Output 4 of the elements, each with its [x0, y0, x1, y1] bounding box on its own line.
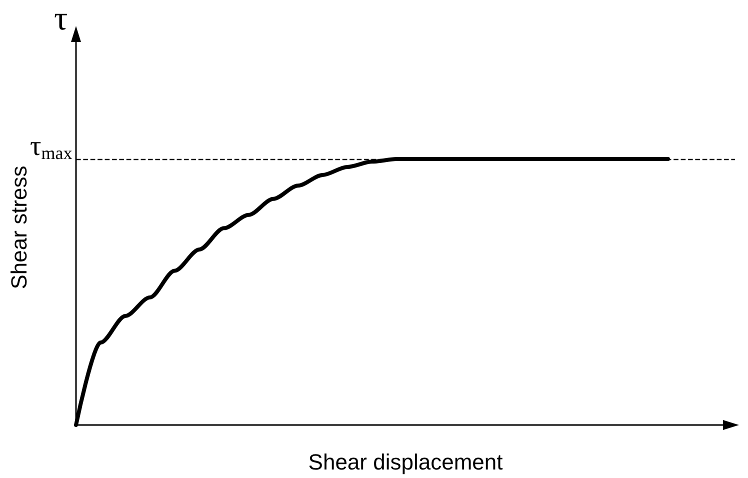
y-axis-title: Shear stress	[6, 166, 32, 290]
text: τ	[54, 0, 68, 38]
ref-line-label: τ$_{max}$	[30, 131, 72, 166]
x-axis-title: Shear displacement	[308, 450, 503, 474]
